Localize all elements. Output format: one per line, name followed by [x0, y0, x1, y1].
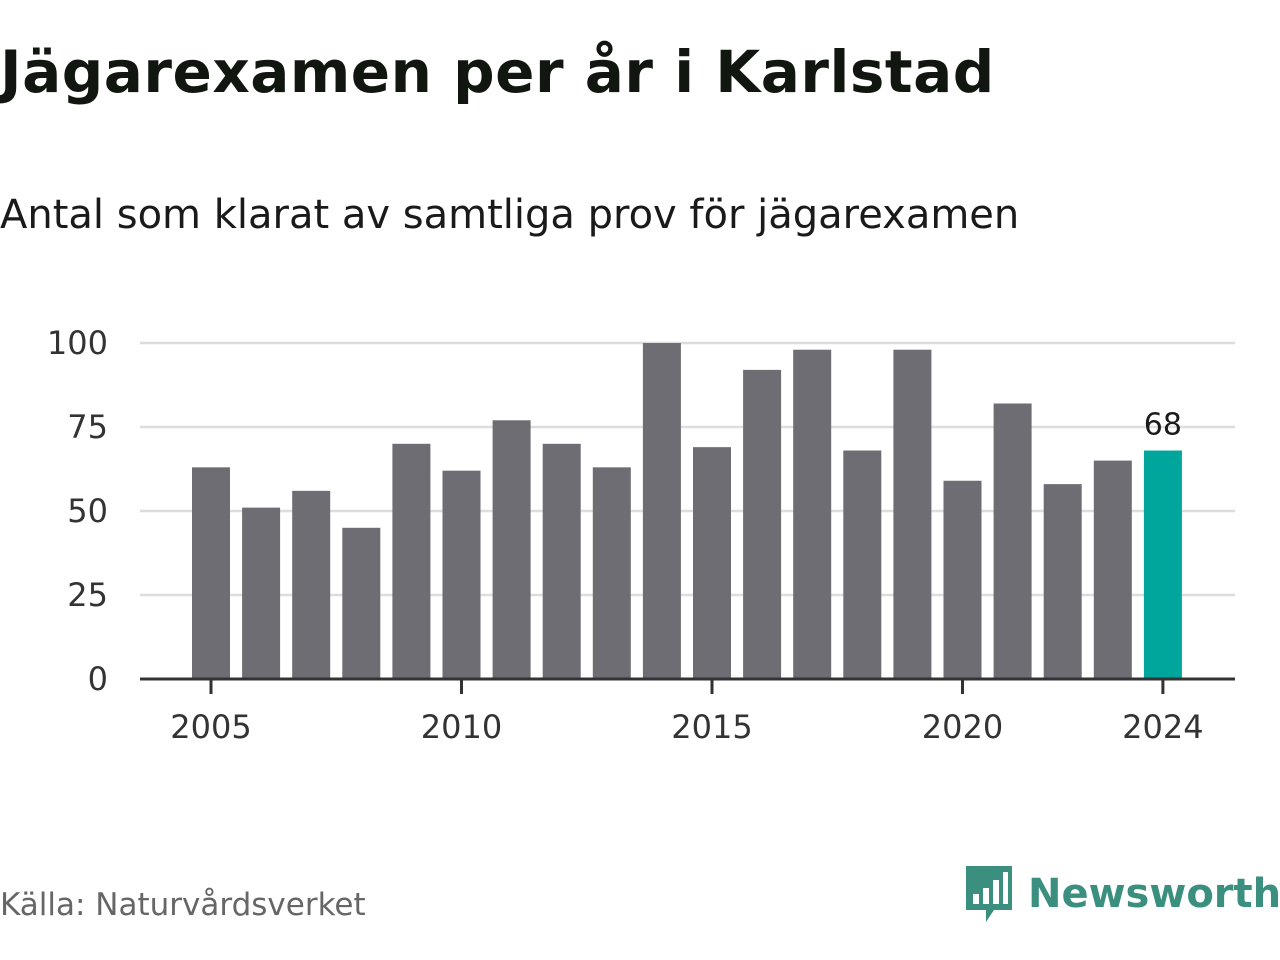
- x-tick-label: 2024: [1122, 708, 1203, 746]
- bar-2017: [793, 349, 832, 679]
- bar-2011: [492, 420, 531, 679]
- bar-2022: [1043, 484, 1082, 679]
- bar-2008: [342, 527, 381, 679]
- x-tick-label: 2015: [671, 708, 752, 746]
- x-tick-label: 2020: [922, 708, 1003, 746]
- newsworthy-chart-icon: [966, 866, 1012, 922]
- data-label: 68: [1144, 408, 1182, 443]
- bars: [192, 343, 1182, 679]
- bar-2023: [1093, 460, 1132, 679]
- bar-2016: [743, 369, 782, 679]
- bar-2013: [592, 467, 631, 679]
- y-tick-label: 100: [47, 324, 108, 362]
- bar-2010: [442, 470, 481, 679]
- bar-2019: [893, 349, 932, 679]
- x-tick-label: 2010: [421, 708, 502, 746]
- bar-2015: [693, 447, 731, 679]
- bar-2014: [642, 343, 681, 679]
- bar-2012: [542, 443, 581, 679]
- bar-2018: [843, 450, 882, 679]
- y-tick-label: 0: [88, 660, 108, 698]
- source-note: Källa: Naturvårdsverket: [0, 887, 366, 923]
- chart-subtitle: Antal som klarat av samtliga prov för jä…: [0, 192, 1020, 238]
- chart-title: Jägarexamen per år i Karlstad: [0, 38, 995, 106]
- y-tick-label: 25: [67, 576, 108, 614]
- brand-logo: Newsworthy: [964, 864, 1280, 924]
- bar-2007: [292, 490, 331, 679]
- bar-chart: 0 25 50 75 100 2005 2010 2015 2020 2024 68: [47, 324, 1235, 746]
- bar-2005: [192, 467, 230, 679]
- y-tick-label: 75: [67, 408, 108, 446]
- bar-2006: [242, 507, 281, 679]
- bar-2024: [1143, 450, 1182, 679]
- x-tick-label: 2005: [170, 708, 251, 746]
- brand-name: Newsworthy: [1028, 871, 1280, 917]
- bar-2020: [943, 480, 982, 679]
- bar-2021: [993, 403, 1032, 679]
- y-tick-label: 50: [67, 492, 108, 530]
- labels: 0 25 50 75 100 2005 2010 2015 2020 2024 68: [47, 324, 1204, 746]
- axes: [140, 677, 1235, 694]
- bar-2009: [392, 443, 431, 679]
